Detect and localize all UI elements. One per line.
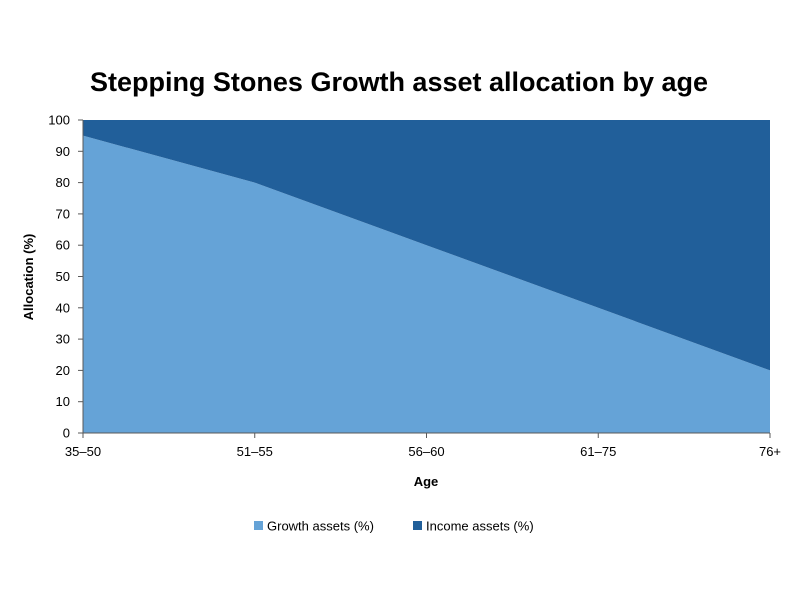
area-series-2 [83, 120, 770, 371]
legend-item-2: Income assets (%) [413, 519, 534, 534]
area-series-1 [83, 135, 770, 433]
x-tick-label: 56–60 [408, 444, 444, 459]
legend: Growth assets (%) Income assets (%) [254, 519, 534, 534]
y-tick-label: 20 [56, 363, 70, 378]
y-axis-title: Allocation (%) [21, 234, 36, 321]
x-tick-label: 35–50 [65, 444, 101, 459]
y-tick-label: 50 [56, 269, 70, 284]
x-tick-label: 51–55 [237, 444, 273, 459]
y-tick-label: 0 [63, 426, 70, 441]
plot-areas [83, 120, 770, 433]
legend-swatch [413, 521, 422, 530]
legend-label: Income assets (%) [426, 519, 534, 534]
chart-title: Stepping Stones Growth asset allocation … [90, 67, 708, 97]
x-axis-title: Age [414, 474, 439, 489]
x-axis-ticks: 35–50 51–55 56–60 61–75 76+ [65, 433, 781, 459]
y-tick-label: 10 [56, 394, 70, 409]
x-tick-label: 76+ [759, 444, 781, 459]
y-tick-label: 80 [56, 175, 70, 190]
y-axis-ticks: 0 10 20 30 40 50 60 70 80 90 100 [48, 113, 83, 441]
legend-label: Growth assets (%) [267, 519, 374, 534]
legend-item-1: Growth assets (%) [254, 519, 374, 534]
y-tick-label: 100 [48, 113, 70, 128]
y-tick-label: 30 [56, 332, 70, 347]
legend-swatch [254, 521, 263, 530]
y-tick-label: 40 [56, 300, 70, 315]
y-tick-label: 60 [56, 238, 70, 253]
y-tick-label: 90 [56, 144, 70, 159]
x-tick-label: 61–75 [580, 444, 616, 459]
y-tick-label: 70 [56, 206, 70, 221]
